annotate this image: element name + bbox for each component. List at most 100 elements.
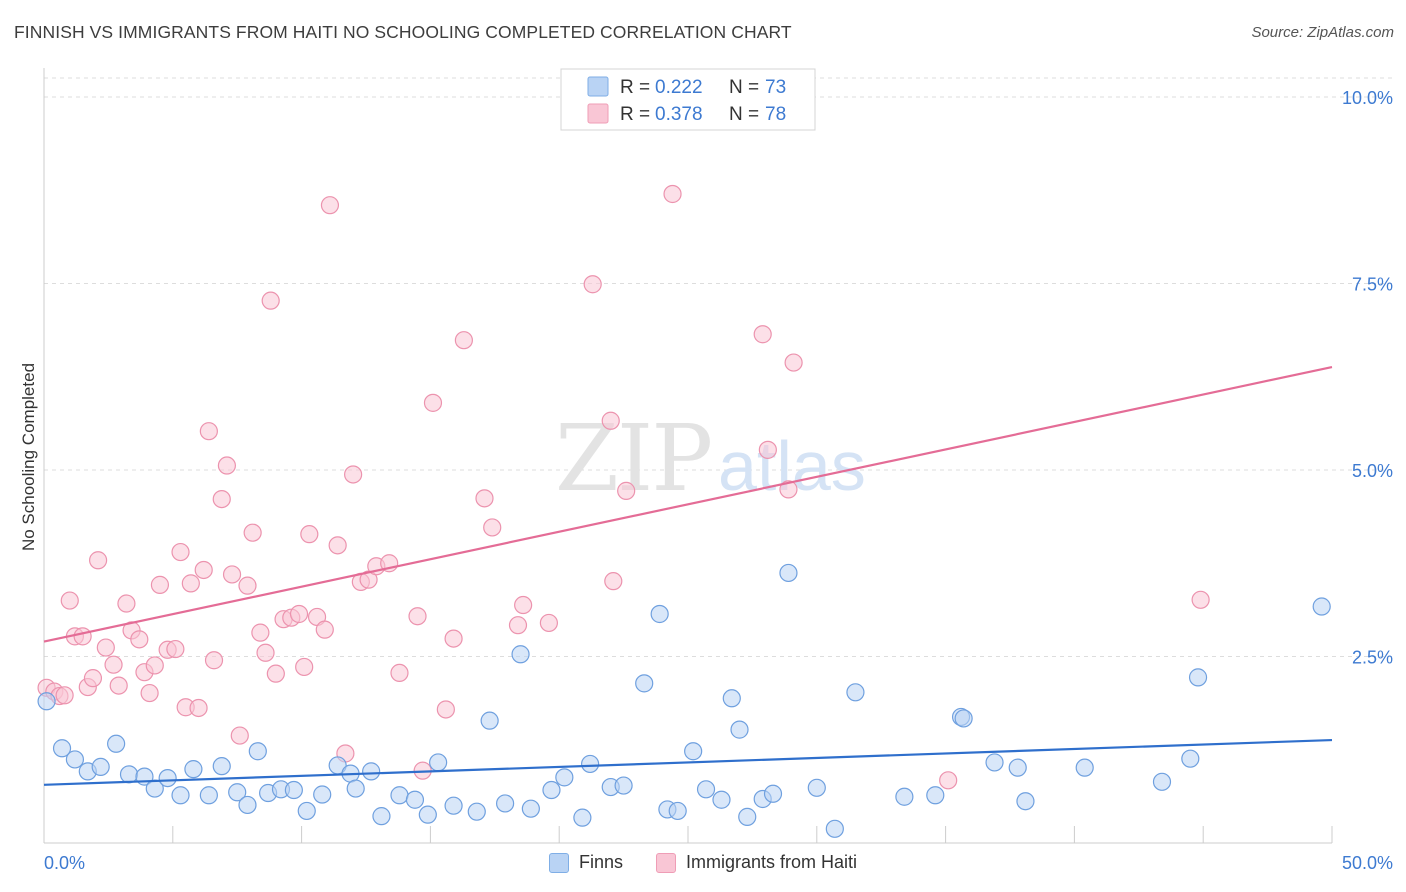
haiti-point <box>73 627 92 646</box>
legend-haiti-n-label: N = <box>729 104 759 125</box>
haiti-point <box>423 393 443 412</box>
finns-point <box>926 786 945 805</box>
haiti-point <box>408 607 427 626</box>
legend-label-haiti: Immigrants from Haiti <box>686 852 858 872</box>
y-tick-label: 10.0% <box>1342 88 1393 108</box>
legend-item-haiti: Immigrants from Haiti <box>656 852 857 873</box>
finns-point <box>65 750 85 769</box>
x-tick-label-min: 0.0% <box>44 853 85 873</box>
finns-point <box>846 683 865 702</box>
haiti-point <box>189 698 208 718</box>
legend-label-finns: Finns <box>578 852 623 872</box>
legend-swatch-haiti <box>656 852 676 873</box>
haiti-point <box>117 594 136 613</box>
haiti-point <box>939 771 958 790</box>
haiti-point <box>289 604 309 624</box>
haiti-point <box>300 525 319 544</box>
finns-point <box>696 780 716 799</box>
finns-point <box>954 709 973 728</box>
finns-point <box>779 563 798 583</box>
haiti-point <box>171 542 190 562</box>
finns-point <box>763 784 783 803</box>
haiti-point <box>390 663 409 683</box>
finns-point <box>895 787 914 806</box>
finns-point <box>107 734 126 753</box>
finns-point <box>228 783 247 802</box>
finns-point <box>91 757 110 777</box>
finns-point <box>346 779 365 798</box>
finns-point <box>730 720 749 739</box>
finns-point <box>405 790 425 809</box>
legend-bottom: Finns Immigrants from Haiti <box>0 852 1406 878</box>
haiti-point <box>166 639 185 659</box>
haiti-point <box>140 683 159 703</box>
haiti-point <box>663 184 682 204</box>
finns-point <box>542 780 561 800</box>
legend-finns-r-value: 0.222 <box>655 77 703 98</box>
finns-point <box>521 799 540 818</box>
finns-point <box>555 768 574 787</box>
haiti-point <box>256 643 275 662</box>
finns-point <box>807 778 826 797</box>
legend-item-finns: Finns <box>548 852 623 873</box>
finns-point <box>248 742 267 761</box>
haiti-point <box>60 591 79 610</box>
haiti-point <box>454 331 473 350</box>
finns-point <box>171 786 190 805</box>
haiti-point <box>315 620 334 639</box>
legend-haiti-r-value: 0.378 <box>655 104 703 125</box>
legend-finns-r-label: R = <box>620 77 650 98</box>
finns-point <box>418 805 437 824</box>
finns-point <box>362 762 381 781</box>
finns-trend-line <box>43 738 1333 786</box>
finns-point <box>1016 792 1035 811</box>
finns-point <box>119 765 139 784</box>
haiti-point <box>475 489 494 508</box>
haiti-point <box>784 353 803 372</box>
finns-point <box>1075 758 1094 777</box>
finns-point <box>158 768 177 788</box>
haiti-point <box>328 536 347 555</box>
haiti-point <box>295 657 314 677</box>
haiti-point <box>604 572 623 591</box>
haiti-point <box>320 196 340 215</box>
finns-point <box>825 819 844 838</box>
haiti-point <box>251 623 270 642</box>
finns-point <box>614 776 633 795</box>
haiti-point <box>444 629 463 648</box>
finns-point <box>199 786 218 805</box>
source-label: Source: ZipAtlas.com <box>1251 24 1394 41</box>
haiti-point <box>150 575 170 594</box>
haiti-points <box>37 184 1210 790</box>
grid-lines <box>44 77 1393 657</box>
haiti-point <box>483 518 502 537</box>
finns-point <box>496 794 515 813</box>
finns-point <box>444 796 463 815</box>
legend-finns-n-value: 73 <box>765 77 786 98</box>
haiti-point <box>359 570 378 589</box>
finns-point <box>212 757 231 776</box>
haiti-point <box>238 576 257 595</box>
haiti-point <box>83 669 103 688</box>
finns-point <box>1312 597 1331 616</box>
y-axis-label: No Schooling Completed <box>19 363 38 551</box>
haiti-point <box>436 700 455 719</box>
haiti-point <box>243 523 262 542</box>
finns-point <box>238 795 257 815</box>
finns-point <box>712 790 731 809</box>
haiti-point <box>539 613 558 633</box>
haiti-point <box>145 656 164 675</box>
haiti-point <box>583 275 602 294</box>
finns-point <box>573 808 592 827</box>
legend-finns-n-label: N = <box>729 77 759 98</box>
finns-point <box>467 802 486 821</box>
finns-point <box>635 674 654 693</box>
haiti-point <box>109 676 128 695</box>
haiti-point <box>601 411 620 430</box>
finns-point <box>1181 749 1200 768</box>
y-tick-label: 2.5% <box>1352 648 1393 668</box>
finns-point <box>738 807 757 826</box>
finns-point <box>650 604 669 624</box>
haiti-point <box>181 574 200 593</box>
haiti-point <box>508 616 528 635</box>
